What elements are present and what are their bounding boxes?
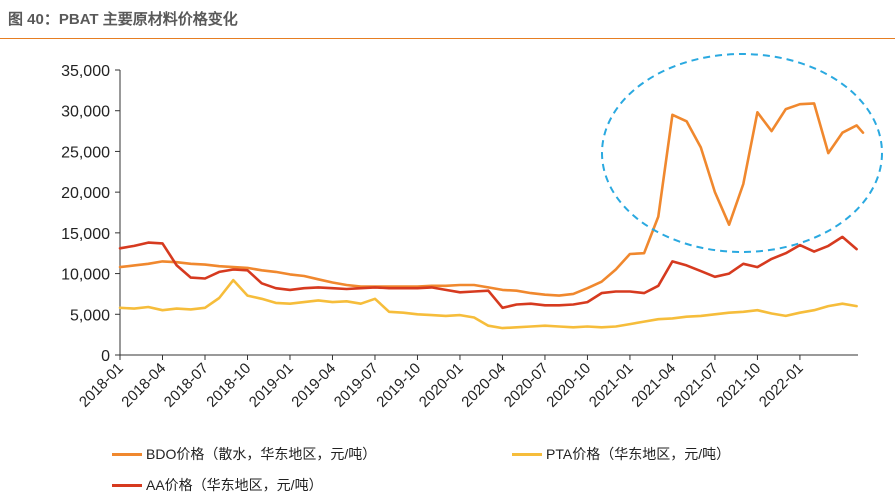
x-tick-label: 2018-01 xyxy=(76,360,127,411)
y-tick-label: 10,000 xyxy=(61,267,110,284)
x-tick-label: 2021-07 xyxy=(671,360,722,411)
y-tick-label: 20,000 xyxy=(61,185,110,202)
x-tick-label: 2019-07 xyxy=(331,360,382,411)
y-tick-label: 15,000 xyxy=(61,226,110,243)
legend-swatch-bdo xyxy=(112,452,142,456)
series-line-pta xyxy=(118,278,858,330)
legend-item-bdo: BDO价格（散水，华东地区，元/吨） xyxy=(112,444,376,464)
x-tick-label: 2018-07 xyxy=(161,360,212,411)
x-tick-label: 2019-10 xyxy=(373,360,424,411)
legend-swatch-pta xyxy=(512,452,542,456)
x-tick-label: 2019-04 xyxy=(288,360,339,411)
y-tick-label: 35,000 xyxy=(61,63,110,80)
legend-swatch-aa xyxy=(112,483,142,487)
x-tick-label: 2022-01 xyxy=(756,360,807,411)
legend-item-aa: AA价格（华东地区，元/吨） xyxy=(112,475,323,495)
x-tick-label: 2018-10 xyxy=(203,360,254,411)
x-tick-label: 2020-10 xyxy=(543,360,594,411)
highlight-ellipse xyxy=(601,53,883,253)
legend-label-aa: AA价格（华东地区，元/吨） xyxy=(146,477,323,493)
y-tick-label: 0 xyxy=(101,348,110,365)
series-line-aa xyxy=(118,235,858,310)
y-tick-label: 5,000 xyxy=(70,307,110,324)
x-tick-label: 2020-01 xyxy=(416,360,467,411)
y-tick-label: 25,000 xyxy=(61,144,110,161)
x-tick-label: 2019-01 xyxy=(246,360,297,411)
legend-item-pta: PTA价格（华东地区，元/吨） xyxy=(512,444,730,464)
figure-title: 图 40：PBAT 主要原材料价格变化 xyxy=(8,11,238,28)
legend-label-bdo: BDO价格（散水，华东地区，元/吨） xyxy=(146,446,377,462)
x-tick-label: 2021-10 xyxy=(713,360,764,411)
x-tick-label: 2018-04 xyxy=(118,360,169,411)
title-divider xyxy=(0,38,895,39)
y-tick-label: 30,000 xyxy=(61,104,110,121)
x-tick-label: 2020-07 xyxy=(501,360,552,411)
legend-label-pta: PTA价格（华东地区，元/吨） xyxy=(546,446,731,462)
x-tick-label: 2021-01 xyxy=(586,360,637,411)
x-tick-label: 2020-04 xyxy=(458,360,509,411)
x-tick-label: 2021-04 xyxy=(628,360,679,411)
series-line-bdo xyxy=(118,102,865,297)
